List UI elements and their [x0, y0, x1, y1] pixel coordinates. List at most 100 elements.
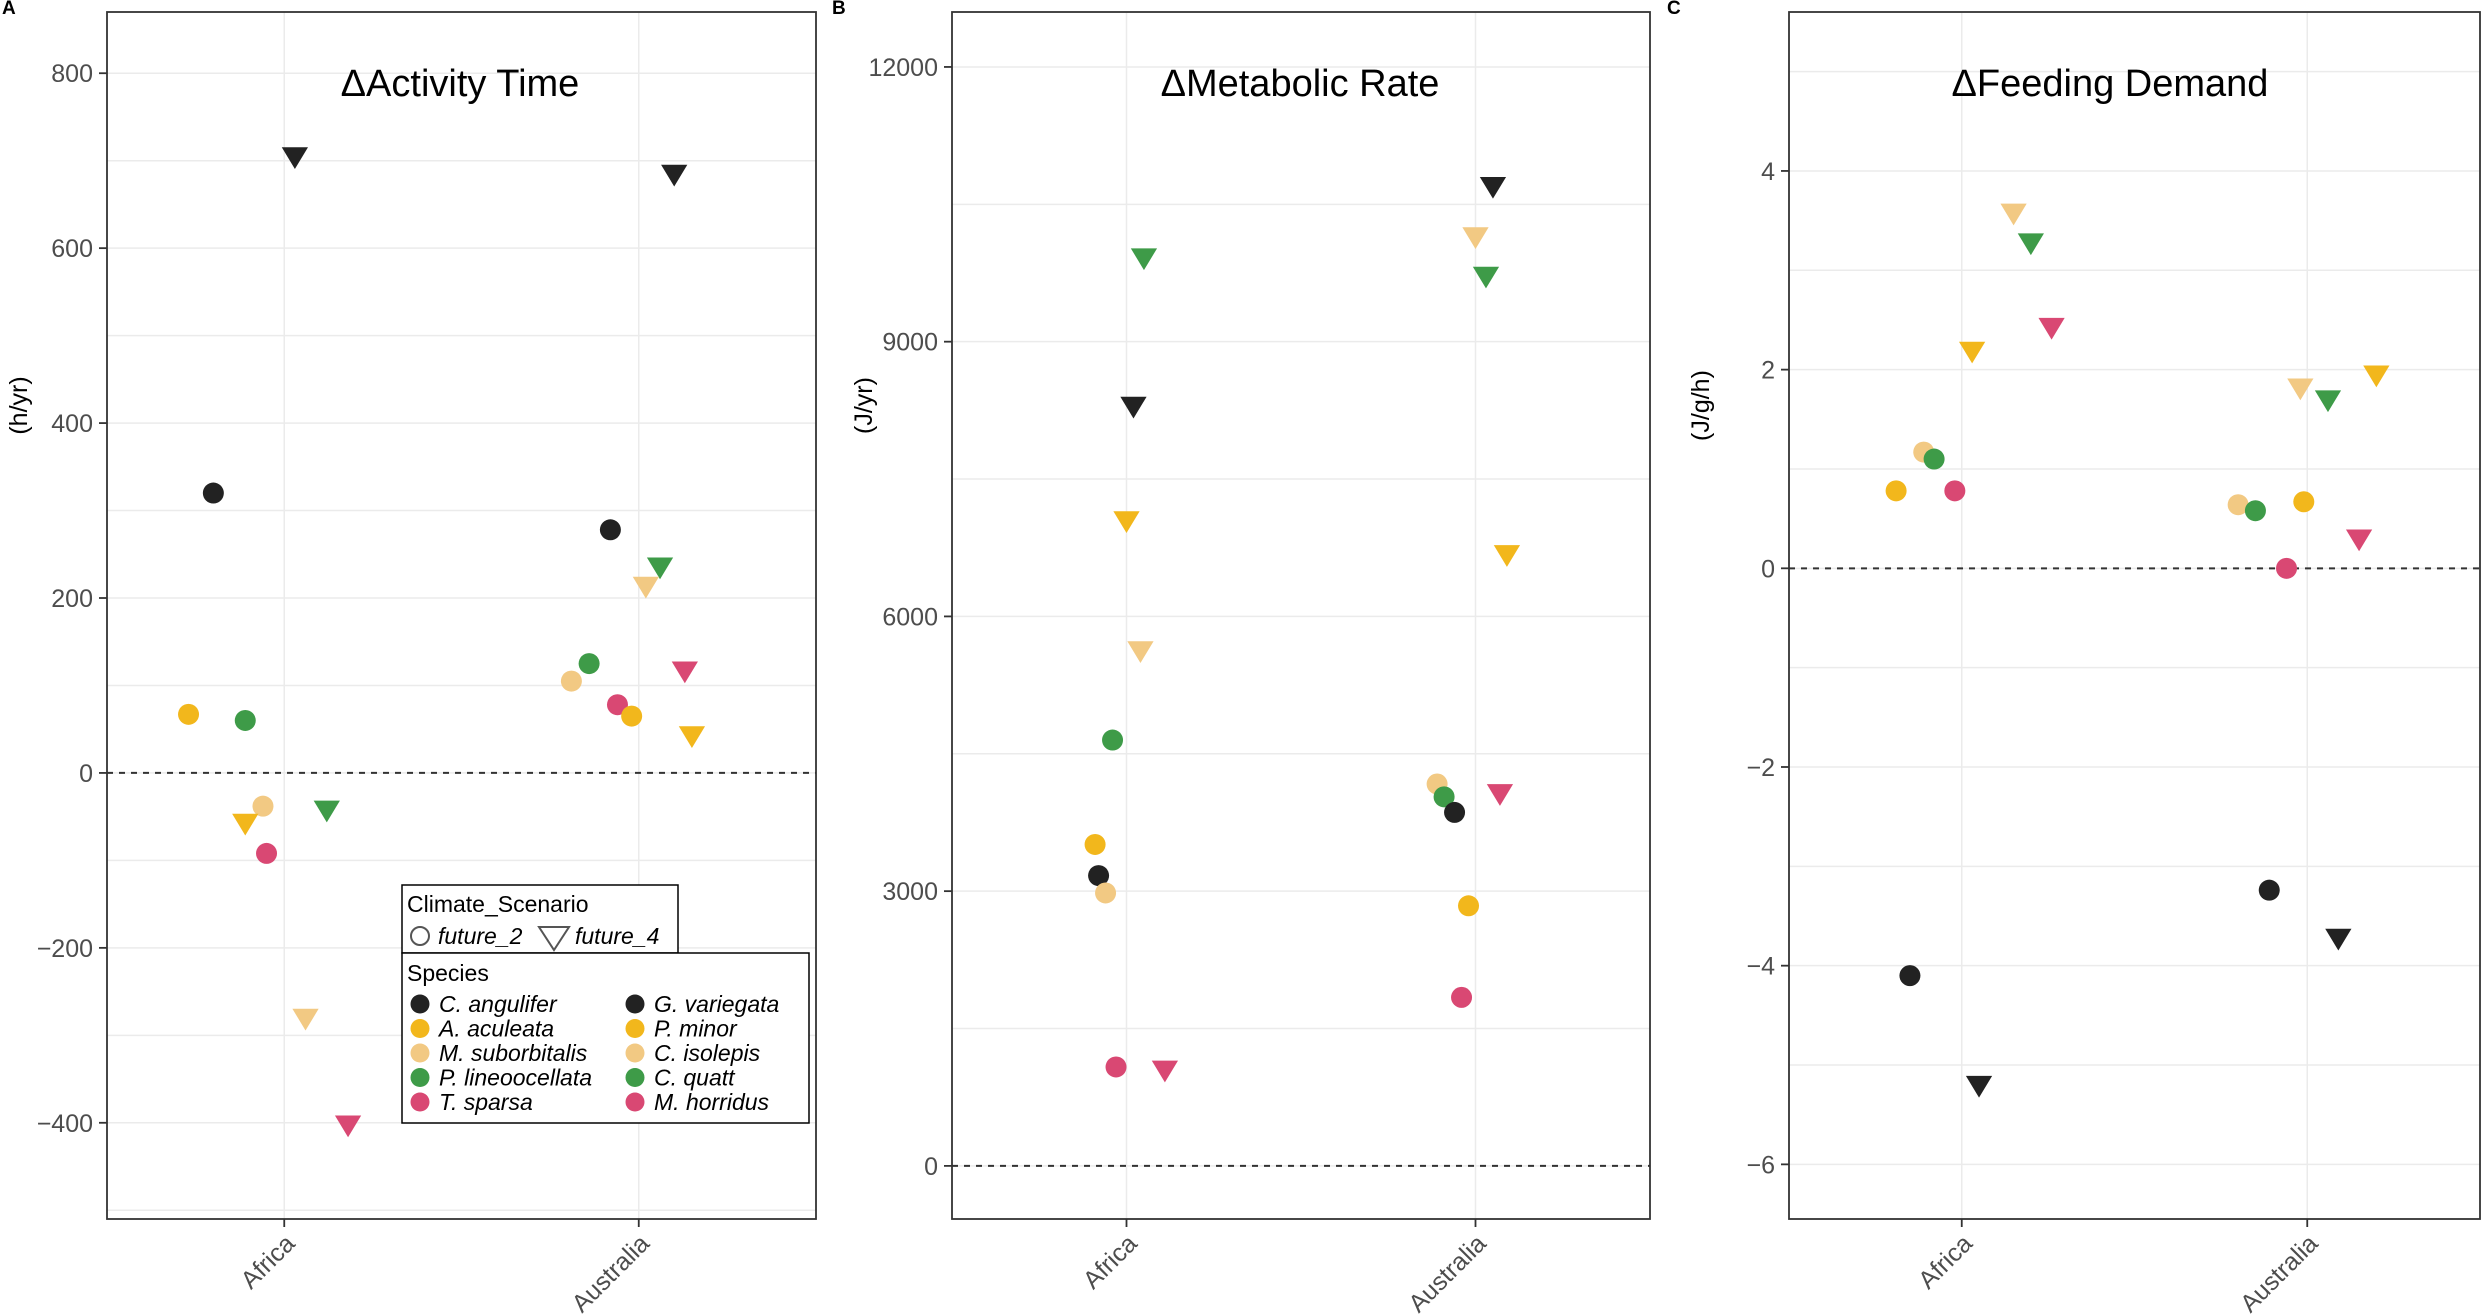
- data-point-triangle: [1151, 1060, 1179, 1083]
- y-tick-label: −6: [1746, 1151, 1775, 1179]
- x-tick-label: Australia: [1403, 1229, 1492, 1314]
- data-point-circle: [252, 795, 274, 817]
- data-point-triangle: [1958, 341, 1986, 364]
- y-tick-label: 0: [924, 1153, 938, 1181]
- legend-species-swatch: [410, 1019, 430, 1038]
- data-point-circle: [599, 519, 621, 541]
- data-point-triangle: [1479, 176, 1507, 199]
- y-tick-label: 4: [1761, 158, 1775, 186]
- data-point-triangle: [281, 147, 309, 169]
- data-point-triangle: [2000, 203, 2027, 226]
- legend-species-swatch: [625, 1019, 645, 1038]
- data-point-circle: [2293, 491, 2315, 513]
- legend-species-label: G. variegata: [654, 991, 779, 1017]
- y-tick-label: 12000: [868, 54, 938, 82]
- data-point-circle: [606, 694, 628, 716]
- data-point-circle: [2258, 879, 2280, 901]
- x-tick-label: Australia: [2235, 1229, 2324, 1314]
- data-point-triangle: [1113, 511, 1140, 533]
- x-tick-label: Australia: [566, 1229, 655, 1314]
- y-axis-label: (h/yr): [5, 376, 33, 434]
- data-point-triangle: [1130, 248, 1158, 271]
- panel-letter: C: [1667, 0, 1681, 19]
- legend-species-label: M. horridus: [654, 1089, 770, 1115]
- legend-species-swatch: [625, 1068, 645, 1087]
- legend-species-label: C. angulifer: [439, 991, 558, 1017]
- data-point-triangle: [2345, 529, 2373, 552]
- legend-species-title: Species: [407, 960, 489, 986]
- data-point-circle: [1084, 833, 1106, 855]
- y-tick-label: 400: [51, 410, 93, 438]
- data-point-triangle: [334, 1115, 362, 1138]
- legend-scenario-title: Climate_Scenario: [407, 891, 589, 917]
- data-point-circle: [621, 705, 643, 727]
- legend-species-swatch: [625, 1043, 645, 1063]
- legend-species-swatch: [410, 1092, 430, 1112]
- legend-species-label: P. lineoocellata: [439, 1065, 592, 1091]
- data-point-triangle: [1120, 396, 1147, 419]
- data-point-circle: [578, 653, 600, 675]
- x-tick-label: Africa: [1913, 1229, 1978, 1294]
- y-tick-label: 800: [51, 60, 93, 88]
- data-point-circle: [1944, 480, 1966, 502]
- data-point-circle: [1923, 448, 1945, 470]
- data-point-triangle: [2314, 390, 2342, 413]
- y-tick-label: −4: [1746, 953, 1775, 981]
- data-point-triangle: [678, 726, 706, 749]
- data-point-triangle: [292, 1008, 319, 1031]
- data-point-circle: [234, 709, 256, 731]
- y-tick-label: 3000: [882, 878, 938, 906]
- data-point-circle: [2244, 500, 2266, 522]
- gridlines: [952, 12, 1650, 1219]
- legend-scenario-label: future_2: [438, 923, 523, 949]
- legend-species-label: T. sparsa: [439, 1089, 533, 1115]
- chart-title: ΔMetabolic Rate: [1161, 63, 1440, 105]
- y-tick-label: 200: [51, 585, 93, 613]
- data-point-circle: [1102, 729, 1124, 751]
- x-tick-label: Africa: [236, 1229, 301, 1294]
- legend-species-label: A. aculeata: [437, 1016, 554, 1042]
- legend-triangle-icon: [537, 926, 571, 952]
- data-point-circle: [202, 482, 224, 504]
- data-point-circle: [1451, 986, 1473, 1008]
- legend-species-label: C. quatt: [654, 1065, 736, 1091]
- data-point-triangle: [1493, 545, 1521, 567]
- data-point-triangle: [2325, 928, 2352, 951]
- data-point-circle: [1433, 786, 1455, 808]
- y-axis-label: (J/yr): [850, 377, 878, 434]
- y-tick-label: 2: [1761, 357, 1775, 385]
- x-tick-label: Africa: [1078, 1229, 1143, 1294]
- plot-frame: [1788, 11, 2481, 1220]
- legend-species-label: P. minor: [654, 1016, 738, 1042]
- y-tick-label: 600: [51, 235, 93, 263]
- y-tick-label: 9000: [882, 329, 938, 357]
- data-point-triangle: [1462, 227, 1489, 250]
- panel-letter: A: [2, 0, 16, 19]
- data-point-circle: [1885, 480, 1907, 502]
- legend-circle-icon: [410, 926, 430, 946]
- data-point-triangle: [671, 661, 698, 684]
- plot-frame: [951, 11, 1651, 1220]
- legend-species-swatch: [410, 1068, 430, 1087]
- chart-title: ΔActivity Time: [341, 63, 580, 105]
- data-point-circle: [1458, 895, 1480, 917]
- panel-letter: B: [832, 0, 846, 19]
- y-tick-label: −2: [1746, 754, 1775, 782]
- gridlines: [1789, 12, 2480, 1219]
- y-tick-label: −200: [37, 935, 93, 963]
- data-point-triangle: [232, 813, 259, 836]
- legend-species-swatch: [625, 994, 645, 1014]
- legend: Climate_Scenario future_2 future_4 Species C…: [401, 884, 810, 1124]
- data-point-circle: [1444, 801, 1466, 823]
- data-point-circle: [256, 842, 278, 864]
- data-point-circle: [1105, 1056, 1127, 1078]
- data-point-triangle: [2017, 233, 2044, 256]
- data-points: [1084, 176, 1521, 1083]
- legend-species-box: [401, 952, 810, 1124]
- data-point-triangle: [1486, 784, 1514, 806]
- data-point-circle: [1899, 965, 1921, 987]
- data-point-triangle: [313, 800, 340, 823]
- data-point-triangle: [1472, 266, 1500, 289]
- data-point-triangle: [1127, 641, 1154, 663]
